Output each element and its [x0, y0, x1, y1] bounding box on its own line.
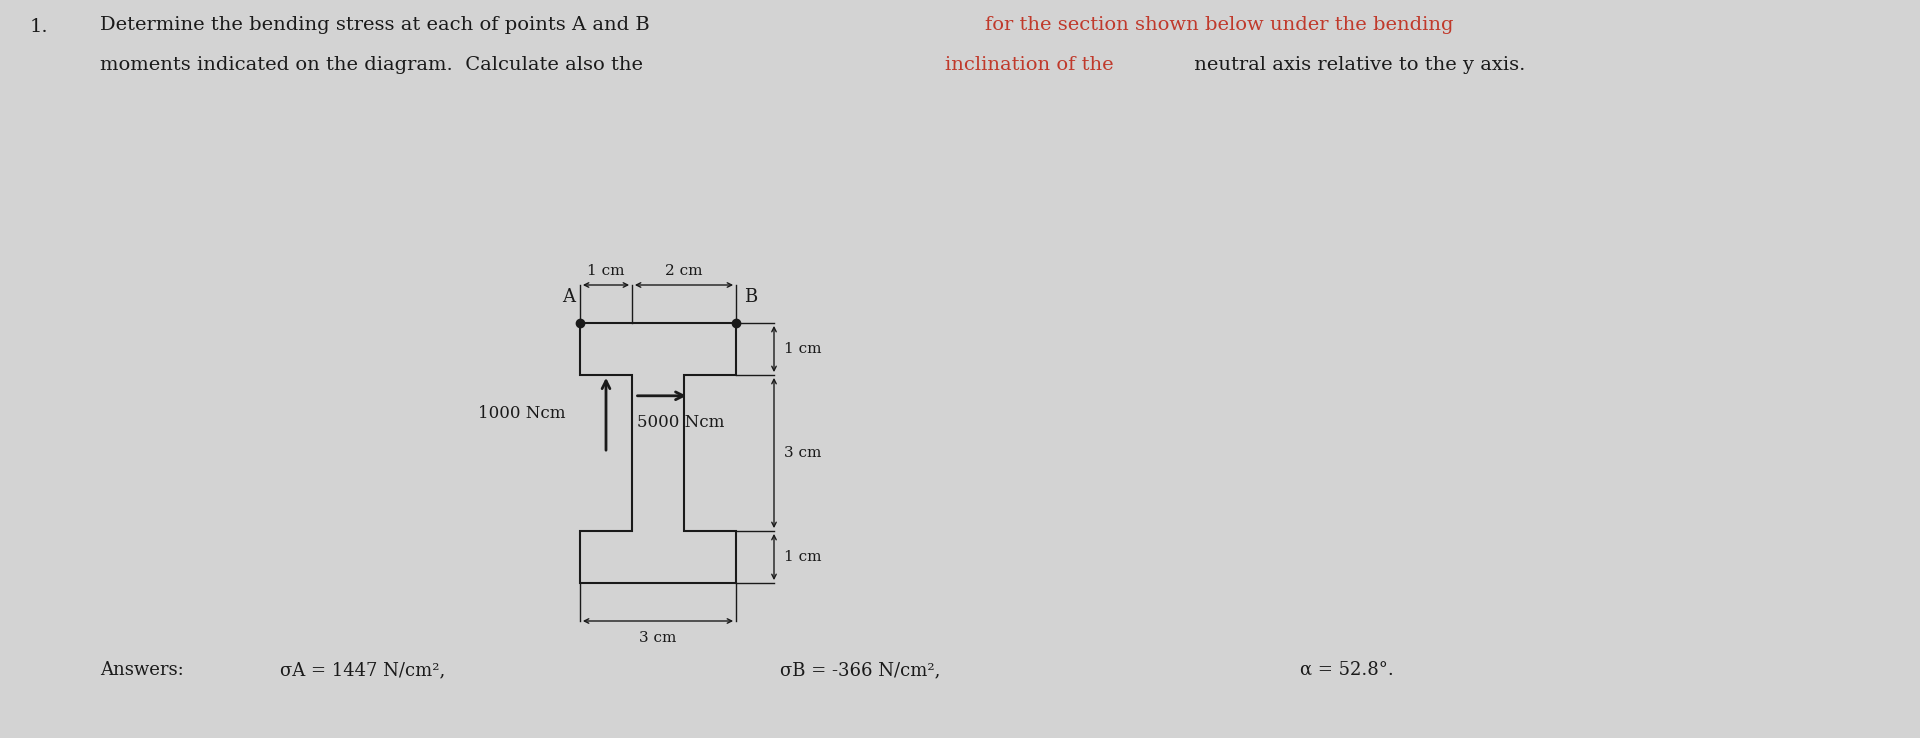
Text: Determine the bending stress at each of points A and B: Determine the bending stress at each of … [100, 16, 657, 34]
Text: 3 cm: 3 cm [639, 631, 676, 645]
Text: 1.: 1. [31, 18, 48, 36]
Text: σA = 1447 N/cm²,: σA = 1447 N/cm², [280, 661, 445, 679]
Text: A: A [563, 288, 574, 306]
Text: 1 cm: 1 cm [783, 550, 822, 564]
Text: 5000 Ncm: 5000 Ncm [637, 414, 724, 431]
Text: moments indicated on the diagram.  Calculate also the: moments indicated on the diagram. Calcul… [100, 56, 649, 74]
Text: inclination of the: inclination of the [945, 56, 1114, 74]
Text: 1000 Ncm: 1000 Ncm [478, 405, 564, 422]
Text: 2 cm: 2 cm [664, 264, 703, 278]
Text: neutral axis relative to the y axis.: neutral axis relative to the y axis. [1188, 56, 1524, 74]
Text: for the section shown below under the bending: for the section shown below under the be… [985, 16, 1453, 34]
Text: α = 52.8°.: α = 52.8°. [1300, 661, 1394, 679]
Text: 1 cm: 1 cm [588, 264, 624, 278]
Text: σB = -366 N/cm²,: σB = -366 N/cm², [780, 661, 941, 679]
Text: 3 cm: 3 cm [783, 446, 822, 460]
Text: B: B [745, 288, 756, 306]
Text: Answers:: Answers: [100, 661, 184, 679]
Text: 1 cm: 1 cm [783, 342, 822, 356]
